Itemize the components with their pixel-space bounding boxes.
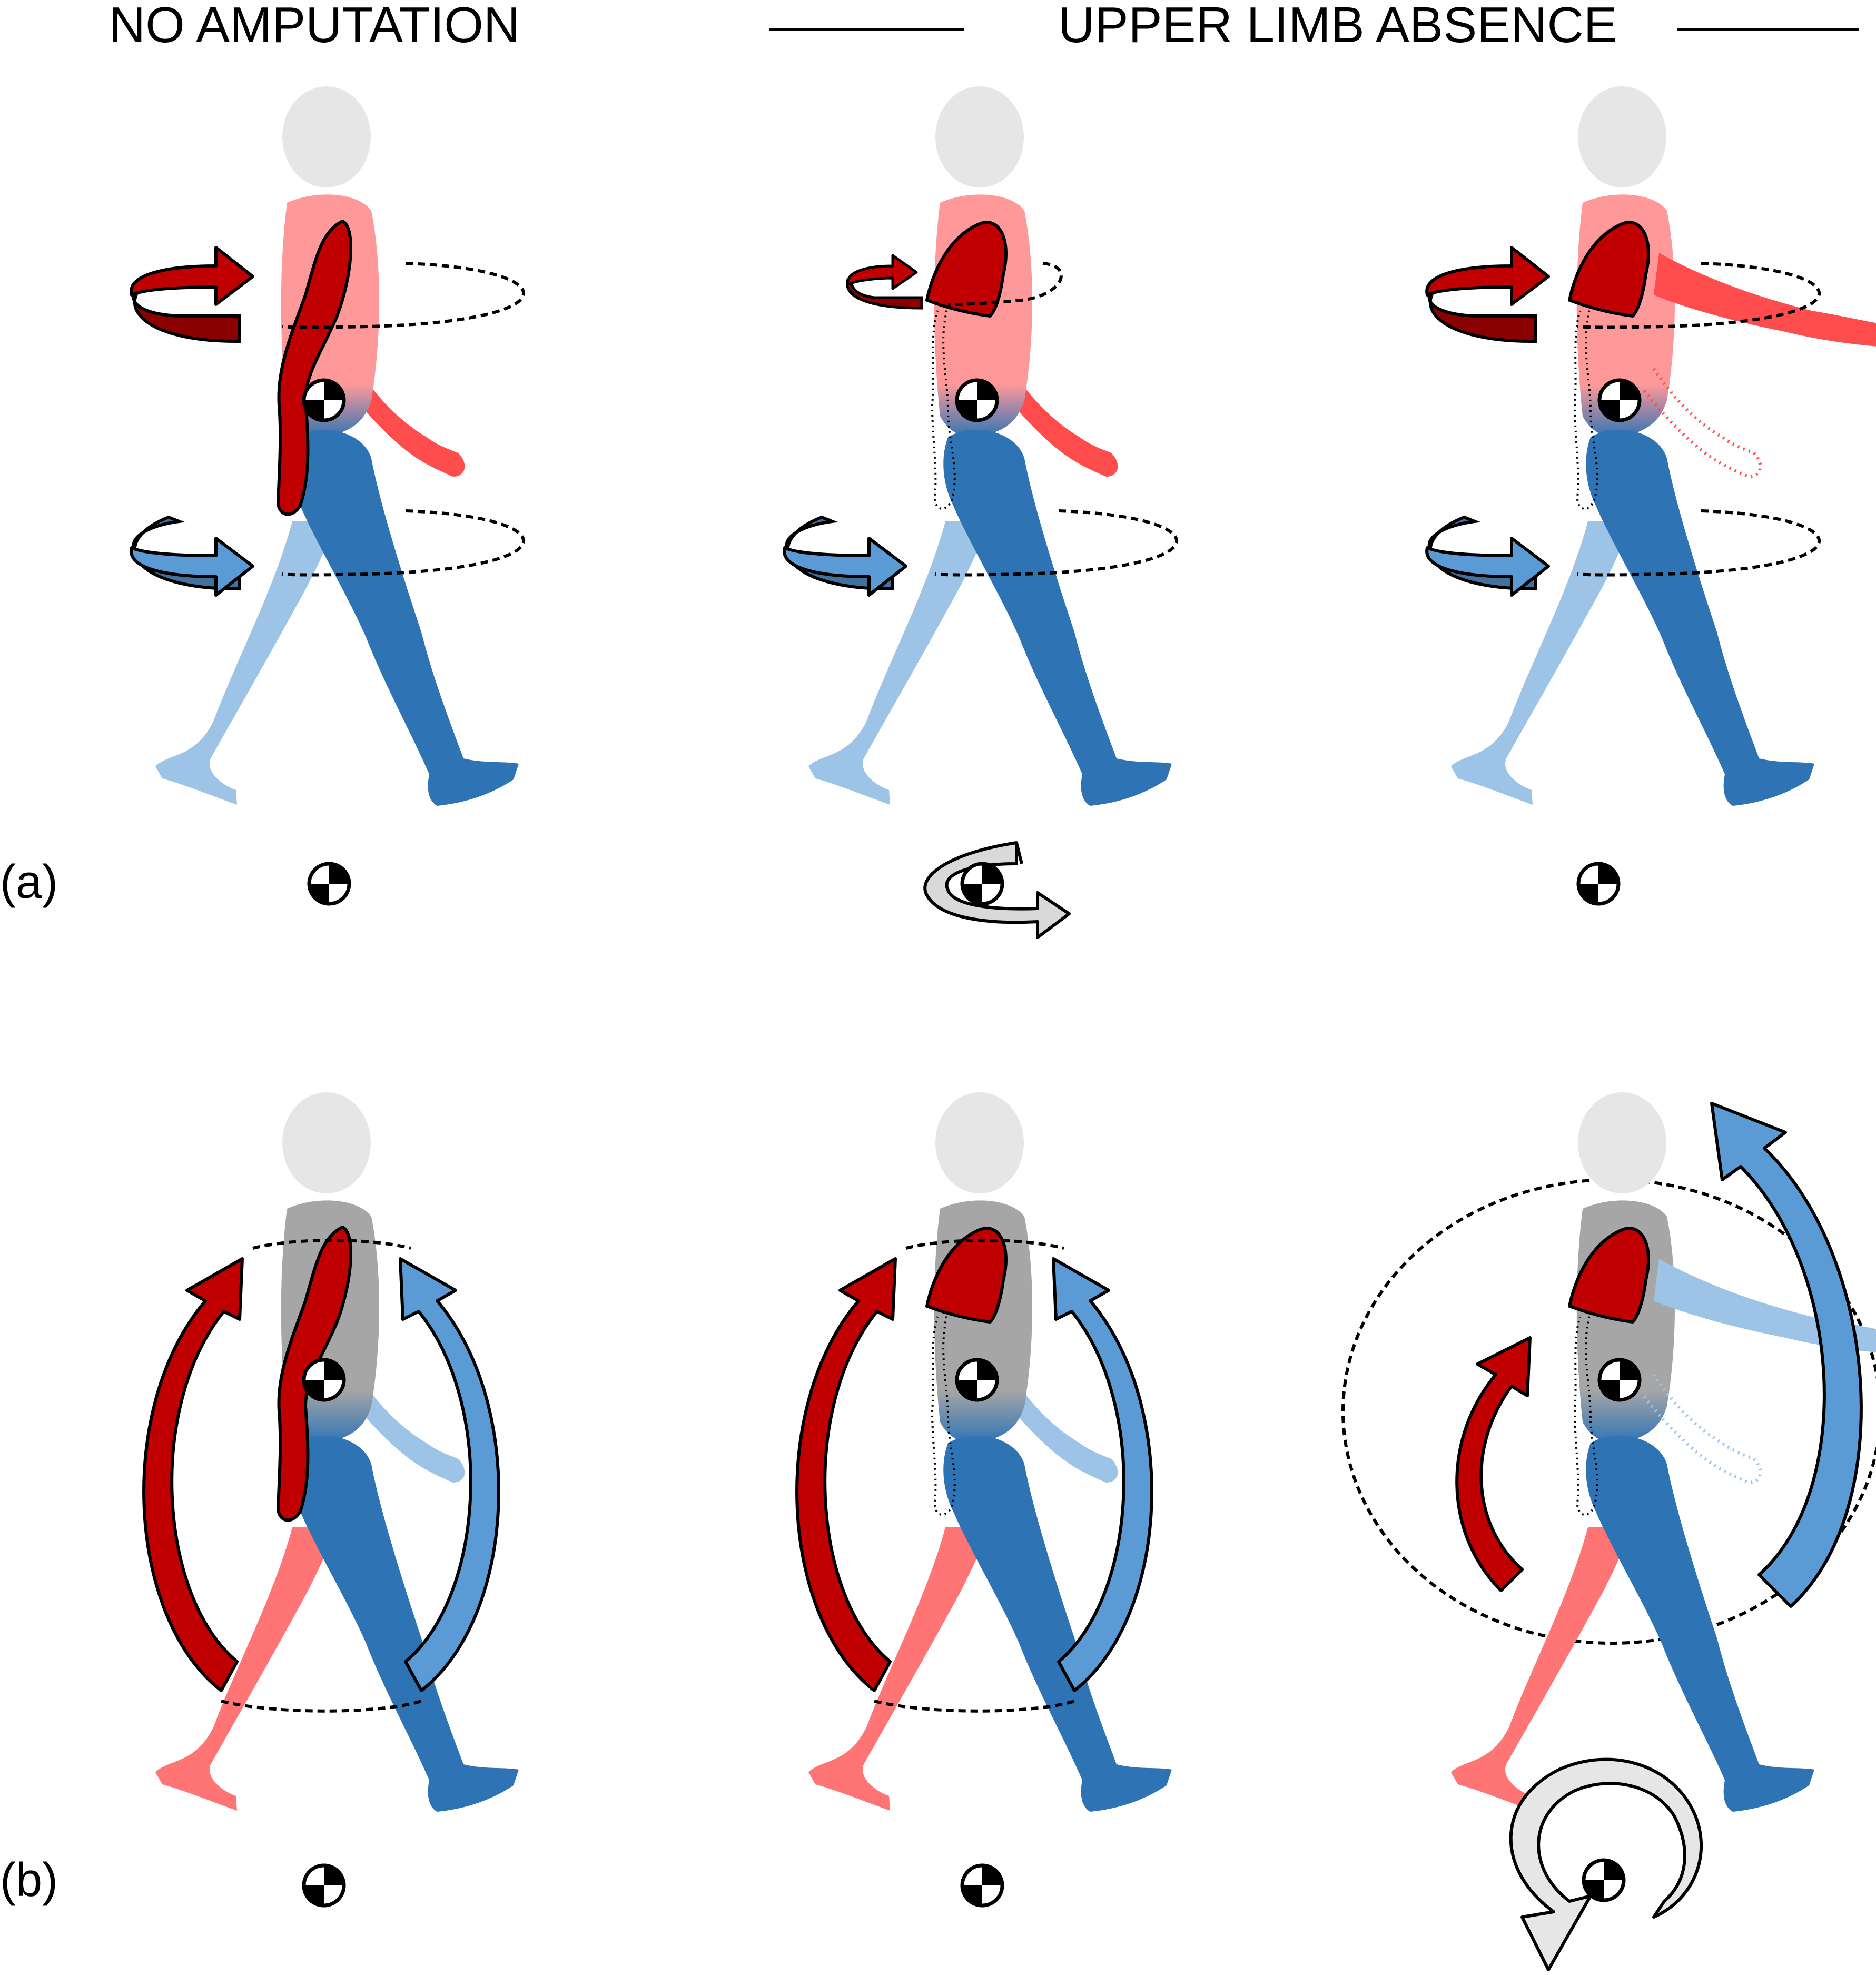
- human-figure-icon: [1451, 1092, 1876, 1812]
- center-of-mass-icon: [1584, 1860, 1624, 1900]
- rotation-arrow-icon: [1052, 1257, 1153, 1692]
- rotation-arrow-icon: [784, 517, 906, 595]
- row-label-b: (b): [0, 1854, 58, 1907]
- panel-b-limb-absence-compensation: [1341, 1092, 1876, 1971]
- rotation-path-shoulder: [281, 262, 526, 329]
- panel-a-limb-absence-compensation: [1427, 86, 1876, 904]
- header-upper-limb-absence: UPPER LIMB ABSENCE: [1058, 0, 1617, 53]
- header-no-amputation: NO AMPUTATION: [109, 0, 520, 53]
- human-figure-icon: [155, 1092, 519, 1812]
- panel-b-limb-absence: [795, 1092, 1172, 1905]
- rotation-arrow-icon: [795, 1257, 897, 1692]
- human-figure-icon: [808, 86, 1172, 806]
- center-of-mass-icon: [1599, 380, 1640, 420]
- rotation-path-shoulder: [947, 262, 1063, 306]
- rotation-arrow-icon: [1427, 248, 1548, 341]
- human-figure-icon: [155, 86, 519, 806]
- row-label-a: (a): [0, 856, 58, 908]
- center-of-mass-icon: [962, 864, 1002, 904]
- rotation-path-shoulder: [1577, 262, 1821, 329]
- rotation-arrow-icon: [131, 248, 253, 341]
- center-of-mass-icon: [304, 1865, 344, 1905]
- panel-a-limb-absence: [784, 86, 1179, 939]
- rotation-path-pelvis: [281, 509, 526, 577]
- rotation-arrow-icon: [846, 254, 923, 310]
- rotation-path-pelvis: [1577, 509, 1821, 577]
- center-of-mass-icon: [962, 1865, 1002, 1905]
- net-rotation-indicator: [1509, 1757, 1703, 1971]
- body-rotation-circle: [221, 1239, 422, 1713]
- center-of-mass-icon: [957, 1360, 997, 1400]
- center-of-mass-icon: [1599, 1360, 1640, 1400]
- rotation-arrow-icon: [131, 517, 253, 595]
- body-rotation-circle: [874, 1239, 1075, 1713]
- net-rotation-indicator: [923, 841, 1071, 939]
- panel-a-no-amputation: [131, 86, 526, 904]
- rotation-arrow-icon: [142, 1257, 244, 1692]
- panel-b-no-amputation: [142, 1092, 519, 1905]
- rotation-arrow-icon: [399, 1257, 500, 1692]
- center-of-mass-icon: [1578, 864, 1618, 904]
- center-of-mass-icon: [304, 1360, 344, 1400]
- center-of-mass-icon: [957, 380, 997, 420]
- human-figure-icon: [808, 1092, 1172, 1812]
- center-of-mass-icon: [309, 864, 349, 904]
- human-figure-icon: [1451, 86, 1876, 806]
- rotation-path-pelvis: [934, 509, 1179, 577]
- center-of-mass-icon: [304, 380, 344, 420]
- rotation-arrow-icon: [1427, 517, 1548, 595]
- rotation-arrow-icon: [1455, 1336, 1532, 1592]
- rotation-arrow-icon: [1710, 1102, 1863, 1608]
